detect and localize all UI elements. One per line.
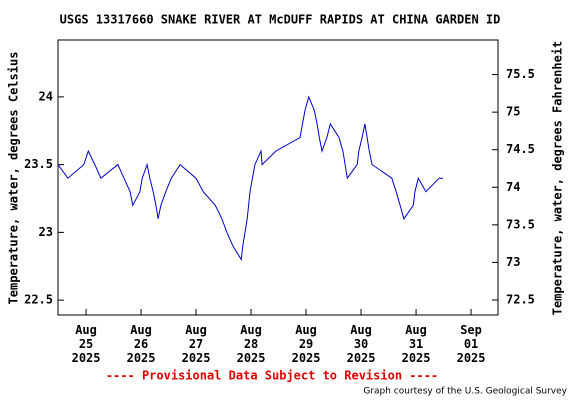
y2-tick-label: 75.5: [506, 67, 535, 81]
x-tick-label-line: 2025: [72, 351, 101, 365]
y2-tick-label: 74: [506, 180, 520, 194]
x-tick-label-line: 31: [409, 337, 423, 351]
x-tick-label-line: 2025: [402, 351, 431, 365]
x-tick-label-line: Aug: [405, 323, 427, 337]
y2-tick-label: 73.5: [506, 217, 535, 231]
x-tick-label: Aug 29 2025: [292, 323, 321, 365]
x-tick-label-line: 27: [189, 337, 203, 351]
x-tick-label-line: 01: [464, 337, 478, 351]
x-tick-label-line: 2025: [182, 351, 211, 365]
x-tick-label-line: Aug: [185, 323, 207, 337]
x-tick-label-line: Aug: [295, 323, 317, 337]
x-tick-label: Aug 30 2025: [347, 323, 376, 365]
credit: Graph courtesy of the U.S. Geological Su…: [363, 387, 567, 397]
provisional-notice: ---- Provisional Data Subject to Revisio…: [106, 369, 438, 383]
y2-tick-label: 74.5: [506, 142, 535, 156]
plot-frame: [57, 39, 499, 316]
chart-title: USGS 13317660 SNAKE RIVER AT McDUFF RAPI…: [60, 13, 501, 27]
y2-tick-label: 72.5: [506, 292, 535, 306]
x-tick-label-line: 25: [79, 337, 93, 351]
x-tick-label-line: 2025: [127, 351, 156, 365]
x-tick-label-line: Aug: [240, 323, 262, 337]
y2-axis-label: Temperature, water, degrees Fahrenheit: [551, 41, 565, 316]
y-tick-label: 23.5: [24, 157, 53, 171]
x-tick-label: Aug 25 2025: [72, 323, 101, 365]
y-tick-label: 22.5: [24, 293, 53, 307]
x-tick-label-line: 26: [134, 337, 148, 351]
x-tick-label-line: Sep: [460, 323, 482, 337]
x-tick-label-line: 2025: [457, 351, 486, 365]
x-tick-label-line: Aug: [75, 323, 97, 337]
x-tick-label-line: 29: [299, 337, 313, 351]
x-tick-label: Sep 01 2025: [457, 323, 486, 365]
x-tick-label: Aug 31 2025: [402, 323, 431, 365]
y-axis-label: Temperature, water, degrees Celsius: [7, 52, 21, 305]
x-tick-label-line: 28: [244, 337, 258, 351]
x-tick-label-line: 30: [354, 337, 368, 351]
y2-tick-label: 75: [506, 105, 520, 119]
x-tick-label-line: Aug: [350, 323, 372, 337]
x-tick-label-line: Aug: [130, 323, 152, 337]
x-tick-label: Aug 28 2025: [237, 323, 266, 365]
x-tick-label-line: 2025: [347, 351, 376, 365]
y2-tick-label: 73: [506, 255, 520, 269]
x-tick-label-line: 2025: [292, 351, 321, 365]
x-tick-label: Aug 26 2025: [127, 323, 156, 365]
y-tick-label: 23: [39, 225, 53, 239]
y-tick-label: 24: [39, 89, 53, 103]
x-tick-label-line: 2025: [237, 351, 266, 365]
data-line: [57, 95, 443, 261]
x-tick-label: Aug 27 2025: [182, 323, 211, 365]
